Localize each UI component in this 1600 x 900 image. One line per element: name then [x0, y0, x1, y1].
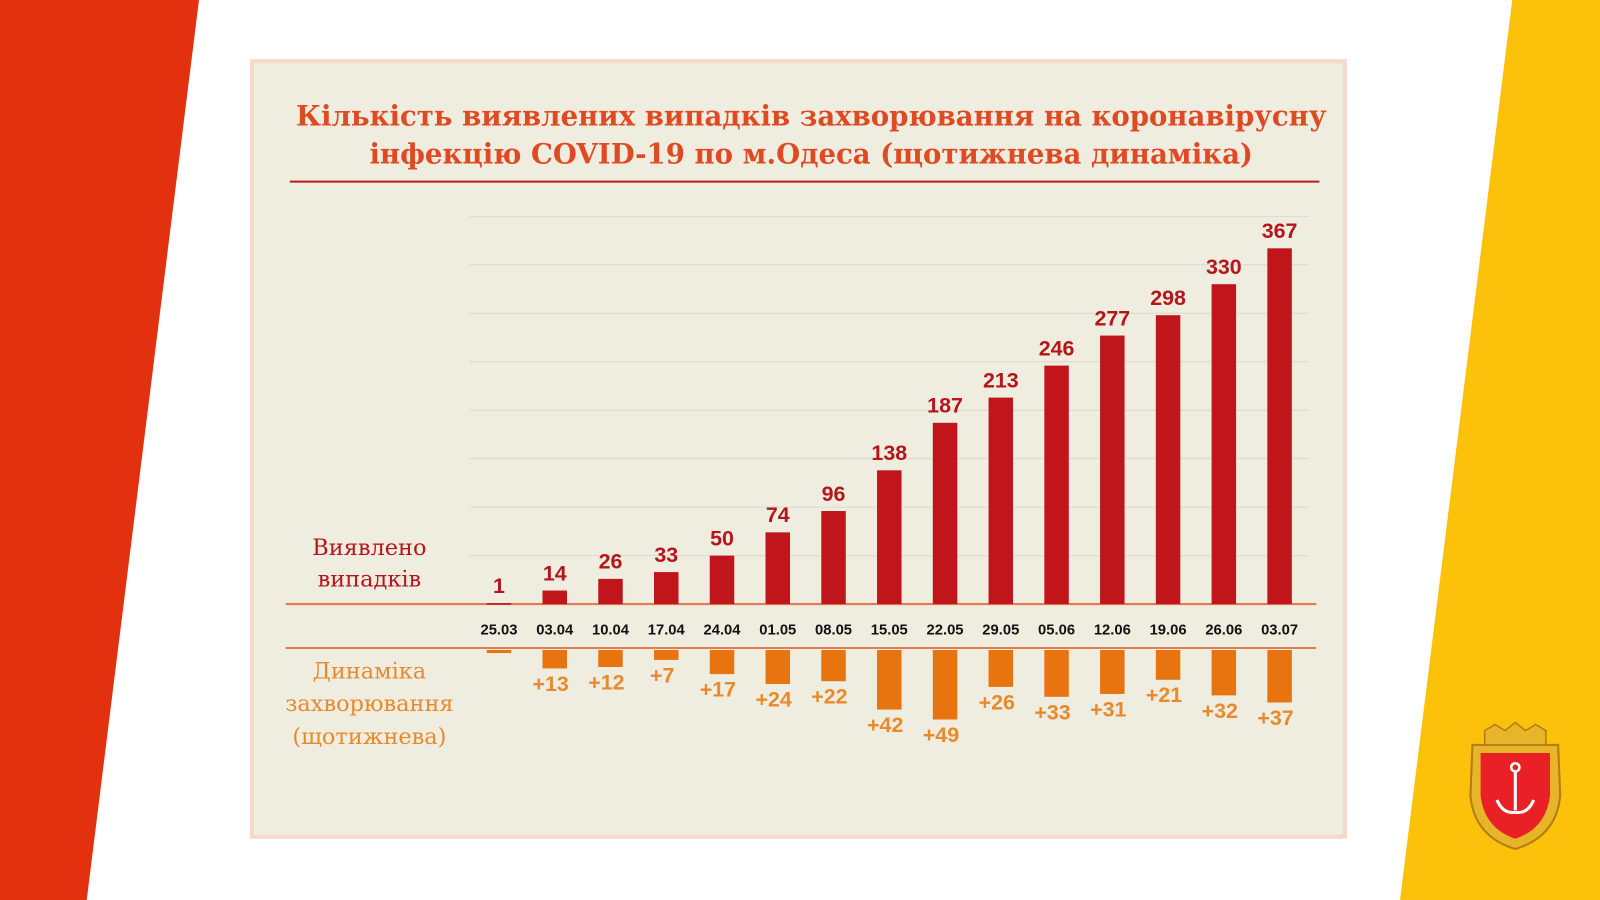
bar-cases-label: 50: [710, 526, 734, 550]
bar-cases-label: 367: [1262, 219, 1298, 243]
bar-cases: [1155, 315, 1181, 605]
bar-weekly-change: [598, 650, 623, 668]
bar-cases-label: 74: [766, 503, 790, 527]
chart-title-line-2: інфекцію COVID-19 по м.Одеса (щотижнева …: [369, 138, 1253, 170]
x-tick-label: 25.03: [480, 623, 517, 639]
x-tick-label: 19.06: [1150, 623, 1187, 639]
x-tick-label: 26.06: [1205, 623, 1242, 639]
bar-weekly-change-label: +42: [867, 713, 903, 737]
right-yellow-band: [1400, 0, 1600, 900]
bar-weekly-change: [709, 650, 735, 675]
anchor-shield-icon: [1469, 721, 1562, 851]
bar-weekly-change-label: +31: [1090, 697, 1126, 721]
bar-weekly-change-label: +24: [756, 687, 792, 711]
bar-weekly-change: [1211, 650, 1237, 696]
x-tick-label: 05.06: [1038, 623, 1075, 639]
bar-weekly-change-label: +21: [1146, 683, 1182, 707]
bar-cases: [709, 555, 735, 605]
bar-weekly-change: [486, 650, 512, 654]
bar-weekly-change: [988, 650, 1014, 687]
bar-cases: [654, 572, 679, 605]
bar-weekly-change-label: +26: [979, 690, 1015, 714]
bar-cases-label: 298: [1150, 286, 1186, 310]
x-tick-label: 08.05: [815, 623, 852, 639]
x-tick-label: 12.06: [1094, 623, 1131, 639]
bar-weekly-change-label: +32: [1202, 699, 1238, 723]
bar-weekly-change: [542, 650, 567, 669]
bar-cases: [1044, 365, 1069, 605]
x-tick-label: 03.04: [536, 623, 574, 639]
bar-weekly-change: [821, 650, 846, 682]
bar-cases-label: 1: [493, 574, 505, 598]
series2-label-line-1: Динаміка: [313, 659, 427, 685]
bar-cases-label: 330: [1206, 255, 1242, 279]
bar-weekly-change: [1155, 650, 1181, 680]
bar-cases: [932, 422, 958, 605]
series2-label-line-2: захворювання: [285, 691, 453, 717]
series2-label-line-3: (щотижнева): [292, 724, 446, 750]
x-tick-label: 17.04: [648, 623, 686, 639]
chart-panel: [250, 59, 1347, 839]
bar-cases: [765, 532, 791, 605]
bar-cases-label: 277: [1094, 306, 1130, 330]
bar-cases: [877, 470, 902, 605]
bar-weekly-change: [654, 650, 679, 660]
bar-weekly-change-label: +37: [1257, 706, 1293, 730]
bar-cases: [1211, 284, 1237, 605]
bar-cases: [1100, 335, 1125, 605]
bar-cases: [1267, 248, 1292, 605]
bar-cases: [988, 397, 1014, 605]
x-tick-label: 03.07: [1261, 623, 1298, 639]
bar-weekly-change-label: +49: [923, 723, 959, 747]
x-tick-label: 10.04: [592, 623, 630, 639]
x-tick-label: 29.05: [982, 623, 1019, 639]
bar-cases-label: 246: [1039, 336, 1075, 360]
x-tick-label: 22.05: [927, 623, 964, 639]
bar-cases: [486, 603, 512, 605]
bar-cases-label: 187: [927, 394, 963, 418]
bar-weekly-change: [877, 650, 902, 710]
bar-weekly-change: [1100, 650, 1125, 694]
bar-weekly-change-label: +13: [532, 672, 568, 696]
bar-weekly-change: [1044, 650, 1069, 697]
x-tick-label: 15.05: [871, 623, 908, 639]
bar-cases-label: 213: [983, 368, 1019, 392]
bar-cases: [598, 578, 623, 605]
bar-weekly-change-label: +12: [588, 670, 624, 694]
bar-cases-label: 14: [543, 561, 567, 585]
bar-weekly-change: [932, 650, 958, 720]
bar-cases-label: 96: [822, 482, 846, 506]
bar-weekly-change-label: +22: [811, 685, 847, 709]
series1-label-line-2: випадків: [318, 567, 422, 593]
x-tick-label: 01.05: [759, 623, 796, 639]
chart-title-line-1: Кількість виявлених випадків захворюванн…: [296, 101, 1327, 133]
bar-cases: [542, 590, 567, 605]
bar-weekly-change-label: +17: [700, 678, 736, 702]
bar-cases-label: 26: [599, 550, 623, 574]
bar-weekly-change-label: +7: [650, 663, 674, 687]
bar-weekly-change: [1267, 650, 1292, 703]
bar-cases-label: 33: [654, 543, 678, 567]
bar-cases-label: 138: [871, 441, 907, 465]
bar-weekly-change: [765, 650, 791, 685]
left-red-band: [0, 0, 199, 900]
series1-label-line-1: Виявлено: [312, 535, 426, 561]
bar-cases: [821, 511, 846, 605]
bar-weekly-change-label: +33: [1034, 700, 1070, 724]
x-tick-label: 24.04: [704, 623, 742, 639]
